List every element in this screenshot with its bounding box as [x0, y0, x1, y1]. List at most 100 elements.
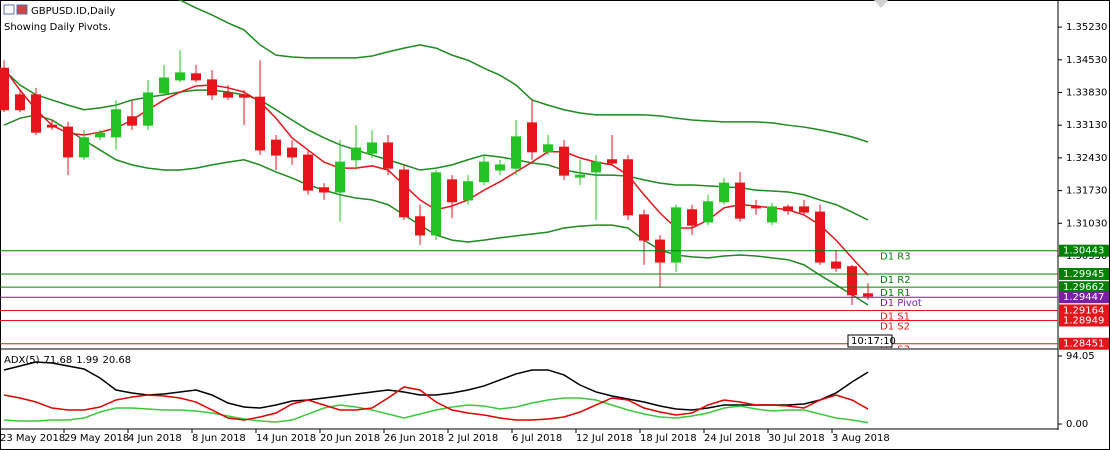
candle-body	[591, 161, 601, 173]
candle-body	[703, 201, 713, 223]
x-tick-label: 2 Jul 2018	[448, 433, 498, 444]
candle-body	[31, 94, 41, 133]
candle-body	[783, 206, 793, 212]
candle-body	[335, 161, 345, 193]
x-tick-label: 29 May 2018	[64, 433, 129, 444]
candle-body	[159, 77, 169, 94]
adx-panel	[3, 361, 869, 424]
pivot-price-box	[1059, 291, 1109, 304]
pivot-price-box	[1059, 337, 1109, 350]
pivot-label: D1 S2	[880, 321, 910, 332]
y-tick-label: 1.31030	[1066, 218, 1107, 229]
candle-body	[831, 261, 841, 269]
candle-body	[255, 96, 265, 151]
pivot-label: D1 S1	[880, 311, 910, 322]
x-tick-label: 26 Jun 2018	[384, 433, 444, 444]
y-tick-label: 0.00	[1066, 419, 1088, 430]
candle-body	[735, 182, 745, 219]
candle-body	[607, 159, 617, 164]
pivot-price-box	[1059, 304, 1109, 317]
countdown-box	[847, 334, 893, 348]
candle-body	[15, 94, 25, 111]
candle-body	[447, 179, 457, 203]
pivot-price: 1.29164	[1063, 305, 1104, 316]
indicator-title: ADX(5) 71.68 1.99 20.68	[4, 355, 131, 366]
scroll-marker	[874, 0, 888, 8]
candle-body	[495, 164, 505, 171]
pivot-price: 1.29662	[1063, 282, 1104, 293]
candle-body	[191, 73, 201, 81]
candle-body	[463, 181, 473, 201]
candle-body	[863, 293, 873, 297]
candle-body	[543, 144, 553, 153]
indicator-value: 1.99	[76, 355, 98, 366]
pivot-label: D1 Pivot	[880, 298, 922, 309]
x-tick-label: 14 Jun 2018	[256, 433, 316, 444]
candle-body	[271, 139, 281, 156]
candle-body	[527, 122, 537, 153]
candle-body	[111, 109, 121, 138]
candle-body	[63, 126, 73, 158]
candle-body	[351, 147, 361, 161]
candle-body	[847, 266, 857, 296]
pivot-price: 1.29447	[1063, 292, 1104, 303]
icon	[3, 4, 15, 15]
candle-body	[799, 206, 809, 213]
y-tick-label: 1.31730	[1066, 186, 1107, 197]
candle-body	[0, 67, 9, 111]
candle-body	[815, 211, 825, 263]
x-tick-label: 6 Jul 2018	[512, 433, 562, 444]
pivot-label: D1 R1	[880, 288, 911, 299]
pivot-price: 1.28949	[1063, 315, 1104, 326]
candle-body	[431, 172, 441, 236]
pivot-price-box	[1059, 244, 1109, 257]
x-tick-label: 20 Jun 2018	[320, 433, 380, 444]
pivot-label: D1 R2	[880, 275, 911, 286]
candle-body	[175, 72, 185, 81]
candle-body	[399, 169, 409, 218]
candle-body	[751, 206, 761, 209]
candle-body	[671, 207, 681, 263]
candle-body	[239, 94, 249, 98]
candle-body	[559, 146, 569, 176]
countdown: 10:17:10	[851, 336, 896, 347]
icon	[16, 4, 28, 15]
indicator-name: ADX(5)	[4, 355, 40, 366]
indicator-line	[177, 0, 869, 143]
chart-subtitle: Showing Daily Pivots.	[4, 22, 111, 33]
chart-title: GBPUSD.ID,Daily	[31, 6, 115, 17]
candle-body	[719, 182, 729, 203]
pivot-label: D1 R3	[880, 252, 911, 263]
candle-body	[623, 159, 633, 216]
pivot-price-box	[1059, 314, 1109, 327]
candle-body	[47, 124, 57, 128]
candle-body	[415, 216, 425, 236]
candle-body	[207, 79, 217, 96]
pivot-price: 1.30443	[1063, 246, 1104, 257]
y-tick-label: 94.05	[1066, 351, 1095, 362]
candle-body	[511, 136, 521, 169]
candle-body	[383, 142, 393, 169]
candle-body	[575, 174, 585, 178]
candle-body	[367, 142, 377, 154]
candle-body	[319, 187, 329, 193]
candle-body	[303, 154, 313, 191]
y-tick-label: 1.35230	[1066, 22, 1107, 33]
indicator-line	[3, 386, 869, 421]
indicator-value: 20.68	[102, 355, 131, 366]
y-tick-label: 1.33830	[1066, 87, 1107, 98]
x-tick-label: 4 Jun 2018	[128, 433, 182, 444]
y-tick-label: 1.34530	[1066, 55, 1107, 66]
y-tick-label: 1.33130	[1066, 120, 1107, 131]
candle-body	[687, 209, 697, 226]
candle-body	[767, 206, 777, 223]
overlay: GBPUSD.ID,Daily Showing Daily Pivots. 10…	[0, 4, 1109, 444]
candle-body	[639, 214, 649, 241]
candle-body	[127, 116, 137, 126]
candle-body	[143, 92, 153, 126]
pivot-price: 1.28451	[1063, 339, 1104, 350]
